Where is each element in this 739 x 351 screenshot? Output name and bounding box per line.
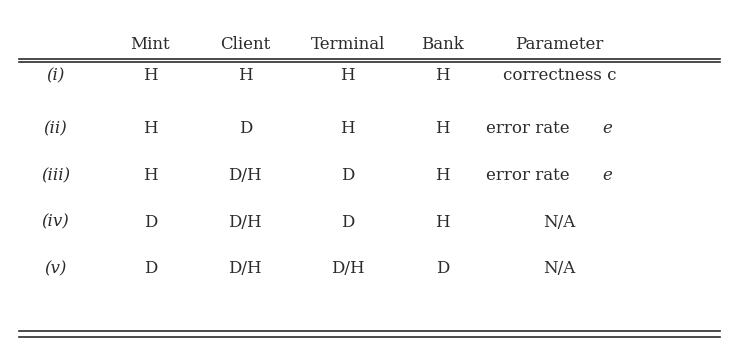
Text: H: H [340,67,355,84]
Text: H: H [435,167,450,184]
Text: (i): (i) [46,67,64,84]
Text: D: D [143,214,157,231]
Text: D/H: D/H [228,214,262,231]
Text: Parameter: Parameter [515,36,604,53]
Text: D: D [143,260,157,277]
Text: Terminal: Terminal [310,36,385,53]
Text: Bank: Bank [421,36,464,53]
Text: D: D [239,120,252,137]
Text: error rate: error rate [486,167,575,184]
Text: (iv): (iv) [41,214,69,231]
Text: H: H [143,167,157,184]
Text: (v): (v) [44,260,67,277]
Text: e: e [602,167,612,184]
Text: H: H [435,214,450,231]
Text: N/A: N/A [543,214,576,231]
Text: H: H [435,67,450,84]
Text: H: H [340,120,355,137]
Text: H: H [143,67,157,84]
Text: D: D [341,167,354,184]
Text: Client: Client [220,36,270,53]
Text: H: H [238,67,253,84]
Text: N/A: N/A [543,260,576,277]
Text: D: D [341,214,354,231]
Text: H: H [435,120,450,137]
Text: (iii): (iii) [41,167,70,184]
Text: D/H: D/H [228,167,262,184]
Text: Mint: Mint [131,36,170,53]
Text: error rate: error rate [486,120,575,137]
Text: H: H [143,120,157,137]
Text: D: D [436,260,449,277]
Text: e: e [602,120,612,137]
Text: D/H: D/H [331,260,364,277]
Text: D/H: D/H [228,260,262,277]
Text: (ii): (ii) [44,120,67,137]
Text: correctness c: correctness c [503,67,616,84]
